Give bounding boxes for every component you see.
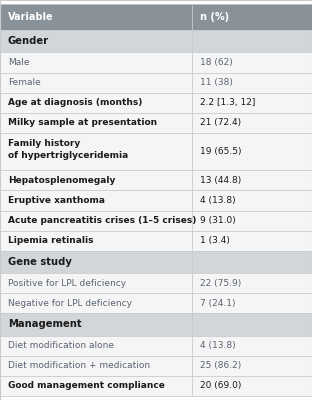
Text: Family history
of hypertriglyceridemia: Family history of hypertriglyceridemia <box>8 139 128 160</box>
Bar <box>0 376 312 396</box>
Bar <box>0 210 312 231</box>
Text: 2.2 [1.3, 12]: 2.2 [1.3, 12] <box>200 98 255 107</box>
Bar <box>0 133 312 170</box>
Bar <box>0 336 312 356</box>
Text: Milky sample at presentation: Milky sample at presentation <box>8 118 157 128</box>
Bar <box>0 4 312 30</box>
Text: Positive for LPL deficiency: Positive for LPL deficiency <box>8 279 126 288</box>
Bar <box>0 93 312 113</box>
Text: 20 (69.0): 20 (69.0) <box>200 382 241 390</box>
Text: Acute pancreatitis crises (1–5 crises): Acute pancreatitis crises (1–5 crises) <box>8 216 196 225</box>
Text: Good management compliance: Good management compliance <box>8 382 165 390</box>
Text: Male: Male <box>8 58 29 67</box>
Bar <box>0 313 312 336</box>
Text: Lipemia retinalis: Lipemia retinalis <box>8 236 93 245</box>
Text: 1 (3.4): 1 (3.4) <box>200 236 230 245</box>
Bar <box>0 170 312 190</box>
Text: 7 (24.1): 7 (24.1) <box>200 299 235 308</box>
Text: Hepatosplenomegaly: Hepatosplenomegaly <box>8 176 115 185</box>
Bar <box>0 190 312 210</box>
Text: 4 (13.8): 4 (13.8) <box>200 196 235 205</box>
Bar <box>0 231 312 251</box>
Text: 19 (65.5): 19 (65.5) <box>200 147 241 156</box>
Text: Gender: Gender <box>8 36 49 46</box>
Text: 13 (44.8): 13 (44.8) <box>200 176 241 185</box>
Bar <box>0 293 312 313</box>
Text: 11 (38): 11 (38) <box>200 78 232 87</box>
Text: 18 (62): 18 (62) <box>200 58 232 67</box>
Text: Negative for LPL deficiency: Negative for LPL deficiency <box>8 299 132 308</box>
Text: Management: Management <box>8 320 81 330</box>
Bar <box>0 273 312 293</box>
Text: Eruptive xanthoma: Eruptive xanthoma <box>8 196 105 205</box>
Text: Variable: Variable <box>8 12 53 22</box>
Text: 9 (31.0): 9 (31.0) <box>200 216 236 225</box>
Bar <box>0 72 312 93</box>
Bar <box>0 52 312 72</box>
Text: Female: Female <box>8 78 41 87</box>
Text: Diet modification + medication: Diet modification + medication <box>8 361 150 370</box>
Bar <box>0 251 312 273</box>
Text: 22 (75.9): 22 (75.9) <box>200 279 241 288</box>
Text: 21 (72.4): 21 (72.4) <box>200 118 241 128</box>
Text: 4 (13.8): 4 (13.8) <box>200 341 235 350</box>
Bar <box>0 30 312 52</box>
Text: Gene study: Gene study <box>8 257 72 267</box>
Text: Diet modification alone: Diet modification alone <box>8 341 114 350</box>
Bar <box>0 113 312 133</box>
Bar <box>0 356 312 376</box>
Text: Age at diagnosis (months): Age at diagnosis (months) <box>8 98 142 107</box>
Text: n (%): n (%) <box>200 12 229 22</box>
Text: 25 (86.2): 25 (86.2) <box>200 361 241 370</box>
